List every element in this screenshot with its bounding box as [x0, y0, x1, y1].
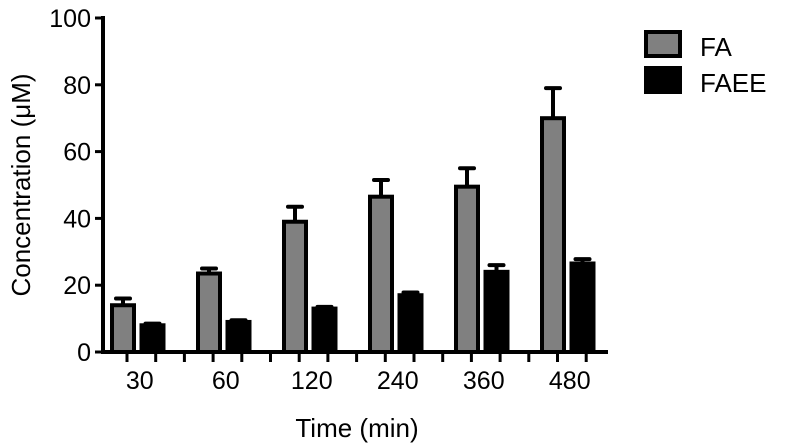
legend-label-faee: FAEE [700, 68, 766, 98]
x-tick-label: 30 [126, 367, 154, 395]
legend-swatch-fa [644, 30, 682, 58]
y-tick-label: 60 [63, 139, 91, 167]
y-tick-label: 100 [49, 5, 91, 33]
x-axis: 30 60 120 240 360 480 [101, 350, 608, 395]
x-tick-label: 120 [291, 367, 333, 395]
x-tick-label: 60 [212, 367, 240, 395]
bar-faee [397, 293, 424, 354]
bar-fa [282, 219, 308, 354]
y-axis-title: Concentration (μM) [6, 73, 36, 296]
x-tick-label: 240 [377, 367, 419, 395]
legend: FA FAEE [644, 30, 766, 98]
y-axis: 0 20 40 60 80 100 [49, 5, 105, 367]
bars [110, 86, 596, 355]
bar-faee [225, 319, 252, 355]
bar-fa [110, 303, 136, 354]
x-tick-label: 360 [463, 367, 505, 395]
bar-faee [569, 261, 596, 354]
legend-label-fa: FA [700, 32, 732, 62]
y-tick-label: 80 [63, 72, 91, 100]
bar-faee [483, 269, 510, 354]
y-tick-label: 40 [63, 205, 91, 233]
bar-fa [196, 271, 222, 355]
bar-faee [311, 306, 338, 354]
bar-fa [368, 194, 394, 354]
bar-fa [454, 184, 480, 354]
x-axis-title: Time (min) [295, 413, 418, 443]
bar-faee [139, 323, 166, 354]
y-tick-label: 20 [63, 272, 91, 300]
legend-swatch-faee [644, 66, 682, 94]
bar-fa [540, 116, 566, 354]
y-tick-label: 0 [77, 339, 91, 367]
x-tick-label: 480 [549, 367, 591, 395]
